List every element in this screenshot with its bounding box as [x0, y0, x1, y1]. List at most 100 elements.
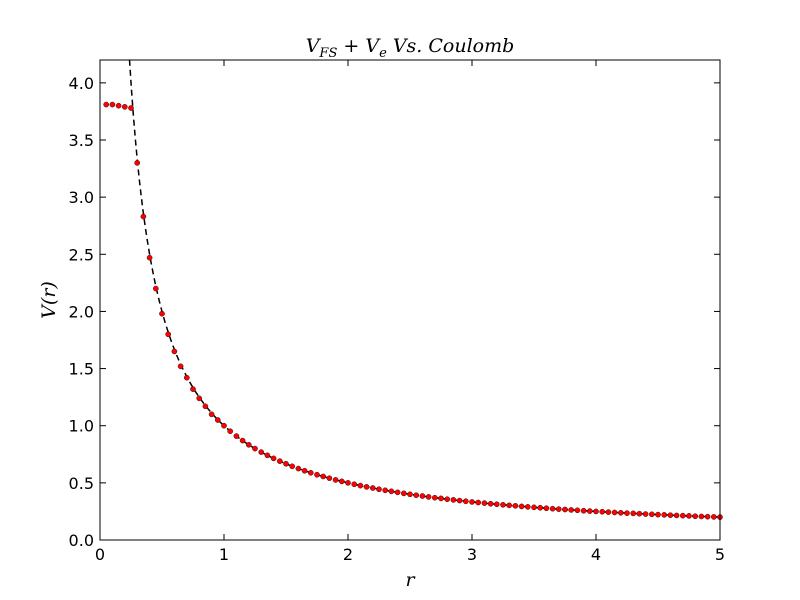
data-point [419, 493, 426, 499]
data-point [109, 101, 116, 108]
data-point [165, 331, 171, 338]
data-point [252, 445, 258, 452]
data-point [636, 510, 643, 517]
data-point [556, 506, 562, 512]
data-point [462, 498, 469, 505]
data-point [394, 489, 401, 496]
data-point [593, 508, 599, 515]
tick-labels: 0 1 2 3 4 5 0.0 0.5 1.0 1.5 2.0 2.5 3.0 3.5 4.0 [69, 74, 726, 564]
data-point [227, 428, 233, 435]
data-point [171, 348, 178, 355]
data-point [692, 513, 699, 520]
data-point [543, 505, 550, 512]
data-point [487, 500, 494, 507]
y-tick-label: 3.5 [69, 131, 94, 150]
data-point [146, 254, 153, 261]
data-point [276, 458, 283, 464]
data-point [270, 455, 277, 462]
data-point [357, 482, 364, 489]
x-tick-label: 4 [591, 545, 601, 564]
data-point [413, 492, 420, 499]
data-point [562, 506, 568, 513]
data-point [649, 511, 655, 518]
data-point [190, 386, 196, 392]
data-point [376, 486, 382, 493]
data-point [289, 463, 296, 470]
data-point [338, 478, 345, 485]
data-point [673, 512, 680, 519]
y-tick-label: 4.0 [69, 74, 94, 93]
x-tick-label: 3 [467, 545, 477, 564]
data-point [382, 487, 389, 494]
data-point [202, 403, 209, 410]
title-v2: V [365, 35, 381, 57]
data-point [587, 508, 593, 514]
data-point [481, 500, 488, 506]
y-tick-label: 2.0 [69, 302, 94, 321]
data-point [177, 363, 184, 370]
plot-frame [99, 59, 721, 541]
data-point [301, 467, 308, 474]
y-tick-label: 2.5 [69, 245, 94, 264]
data-point [239, 437, 246, 444]
data-point [159, 310, 165, 317]
data-point [307, 469, 314, 476]
data-point [500, 501, 506, 508]
data-point [506, 502, 513, 509]
data-point [115, 102, 122, 109]
data-point [314, 471, 320, 478]
y-tick-label: 3.0 [69, 188, 94, 207]
data-point [611, 509, 618, 516]
data-point [320, 473, 327, 480]
data-point [363, 484, 370, 490]
data-point [456, 497, 463, 504]
data-point [531, 504, 537, 511]
data-point [264, 452, 271, 459]
data-point [493, 501, 500, 508]
data-point [469, 499, 475, 505]
x-tick-label: 0 [95, 545, 105, 564]
data-point [134, 160, 140, 166]
data-point [642, 511, 649, 517]
data-point [450, 497, 457, 503]
title-rest: Vs. Coulomb [387, 35, 515, 57]
data-point [686, 513, 692, 519]
title-plus: + [337, 35, 365, 57]
data-point [425, 494, 432, 500]
x-tick-label: 1 [219, 545, 229, 564]
data-point [369, 485, 376, 491]
data-point [630, 510, 637, 517]
data-point [345, 480, 351, 486]
title-v1: V [306, 35, 322, 57]
data-point [208, 411, 215, 418]
data-point [444, 496, 451, 503]
data-point [518, 503, 525, 510]
data-point [295, 465, 302, 472]
data-point [680, 512, 686, 519]
data-point [568, 507, 575, 513]
data-point [183, 374, 190, 381]
data-point [103, 101, 109, 108]
data-point [407, 491, 413, 498]
data-points-layer [103, 101, 723, 520]
data-point [704, 513, 711, 520]
data-point [400, 490, 407, 497]
x-tick-label: 2 [343, 545, 353, 564]
data-point [128, 105, 134, 111]
data-point [537, 504, 544, 511]
data-point [140, 213, 147, 220]
y-tick-label: 1.0 [69, 417, 94, 436]
data-point [431, 494, 438, 501]
title-sub-fs: FS [318, 46, 337, 61]
data-point [122, 104, 128, 110]
data-point [574, 507, 581, 514]
data-point [605, 509, 612, 515]
data-point [525, 504, 531, 510]
data-point [475, 499, 482, 506]
data-point [667, 512, 674, 519]
data-point [326, 475, 333, 481]
data-point [351, 481, 358, 488]
data-point [698, 513, 705, 520]
y-tick-label: 1.5 [69, 360, 94, 379]
